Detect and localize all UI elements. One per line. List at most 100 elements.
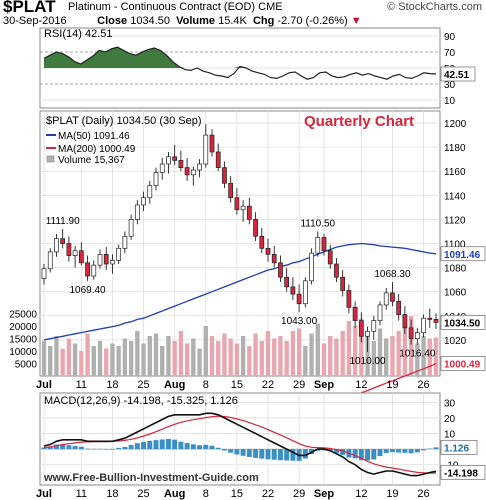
volume-value: 15.4K <box>218 15 247 27</box>
candle-body <box>321 237 327 252</box>
candle <box>414 327 420 345</box>
volume-bar <box>234 343 240 376</box>
macd-histogram-bar <box>190 444 196 450</box>
macd-histogram-bar <box>184 443 190 450</box>
macd-histogram-bar <box>147 440 153 450</box>
candle-body <box>278 262 283 278</box>
macd-histogram-bar <box>365 449 371 461</box>
x-axis-label: 12 <box>355 379 367 391</box>
macd-histogram-bar <box>53 444 59 450</box>
macd-histogram-bar <box>358 449 364 461</box>
price-annotation: 1068.30 <box>374 269 411 280</box>
candle <box>340 270 346 297</box>
ma50-legend: MA(50) 1091.46 <box>58 131 130 142</box>
volume-legend-swatch <box>46 155 55 163</box>
volume-bar <box>359 318 364 376</box>
rsi-panel: 1030507090 RSI(14) 42.51 42.51 <box>39 27 476 109</box>
candle <box>110 254 115 274</box>
candle-body <box>365 331 370 337</box>
candle-body <box>47 251 53 270</box>
candle-body <box>66 243 72 256</box>
candle-body <box>259 235 265 249</box>
macd-histogram-bar <box>290 449 296 461</box>
close-label: Close <box>97 15 128 27</box>
x-axis-label: Jul <box>36 379 52 391</box>
volume-bar <box>228 338 233 376</box>
macd-histogram-bar <box>47 446 53 450</box>
candle <box>66 236 72 262</box>
macd-histogram-bar <box>228 449 234 453</box>
rsi-last-value-bg <box>440 66 476 82</box>
volume-ytick-label: 5000 <box>15 360 38 371</box>
volume-bar <box>253 333 258 376</box>
macd-panel: -100102030 1.126-14.198 MACD(12,26,9) -1… <box>36 392 486 500</box>
macd-histogram-bar <box>427 448 433 450</box>
candle-body <box>91 264 97 277</box>
macd-histogram-bar <box>128 444 134 450</box>
macd-histogram-bar <box>134 443 140 450</box>
instrument-name-text: Platinum - Continuous Contract (EOD) <box>68 1 256 13</box>
candle-body <box>390 292 395 302</box>
candle <box>172 144 178 166</box>
candle-body <box>421 317 426 333</box>
price-legend-rows: MA(50) 1091.46 MA(200) 1000.49 Volume 15… <box>46 131 136 166</box>
volume-bar <box>141 343 146 376</box>
macd-histogram-bar <box>377 449 383 456</box>
ma50-last-value-group: 1091.46 <box>440 246 486 262</box>
macd-histogram-bar <box>340 449 346 456</box>
x-axis-label: 22 <box>262 379 274 391</box>
volume-bar <box>60 348 65 376</box>
candle-body <box>433 319 439 323</box>
volume-bar <box>85 333 90 376</box>
candle-body <box>327 250 333 265</box>
price-annotation: 1010.00 <box>349 356 386 367</box>
macd-histogram-bar <box>433 447 439 450</box>
candle-body <box>141 197 146 206</box>
candle-body <box>414 332 420 340</box>
macd-histogram-bar <box>302 449 308 459</box>
candle <box>371 315 377 340</box>
macd-histogram-bar <box>284 449 290 461</box>
quote-summary: 30-Sep-2016 Close 1034.50 Volume 15.4K C… <box>3 15 362 27</box>
macd-hist-last-value: 1.126 <box>444 443 469 454</box>
ma50-last-value: 1091.46 <box>444 250 481 261</box>
macd-hist-last-value-bg <box>440 440 478 455</box>
price-ytick-label: 1200 <box>444 119 467 130</box>
candle-body <box>302 280 308 305</box>
macd-histogram-bar <box>60 444 66 450</box>
candle <box>309 248 314 285</box>
candle <box>253 212 258 242</box>
volume-bar <box>384 338 389 376</box>
candle <box>383 288 389 310</box>
x-axis-label-bottom: 11 <box>76 488 87 500</box>
rsi-ytick-label: 30 <box>444 80 456 91</box>
candle-body <box>85 262 90 277</box>
volume-bar <box>346 321 352 376</box>
candle-body <box>265 247 271 255</box>
candle-body <box>290 286 296 295</box>
volume-bar <box>396 331 401 376</box>
volume-bar <box>110 343 115 376</box>
candle <box>190 166 196 186</box>
candle <box>41 263 47 285</box>
rsi-line <box>43 46 437 80</box>
candle-body <box>309 252 314 282</box>
macd-histogram-bar <box>234 449 240 455</box>
rsi-ytick-label: 90 <box>444 32 456 43</box>
candle-body <box>246 205 252 220</box>
price-ytick-label: 1020 <box>444 336 467 347</box>
candle <box>346 284 352 314</box>
brand-label[interactable]: © StockCharts.com <box>387 1 482 13</box>
candle <box>228 176 234 203</box>
candle-body <box>122 235 128 249</box>
volume-bar <box>390 336 395 376</box>
volume-bar <box>135 331 140 376</box>
candle-body <box>296 293 302 305</box>
candle <box>259 227 265 254</box>
candle-body <box>352 306 358 321</box>
macd-histogram-bar <box>66 445 72 450</box>
volume-bar <box>259 341 264 376</box>
macd-frame <box>39 392 441 486</box>
